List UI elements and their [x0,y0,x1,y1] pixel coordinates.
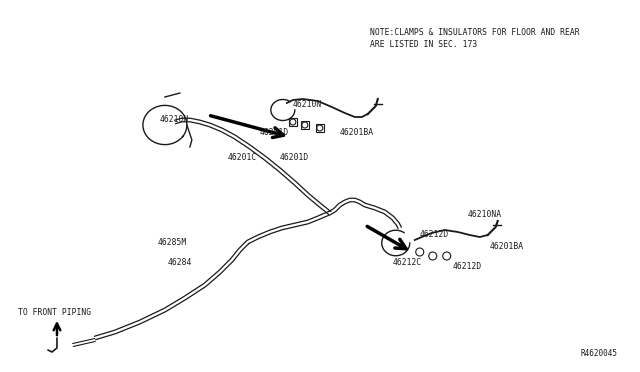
Text: 46210NA: 46210NA [468,210,502,219]
Text: 46285M: 46285M [158,238,187,247]
Text: 46201C: 46201C [228,153,257,162]
Text: ARE LISTED IN SEC. 173: ARE LISTED IN SEC. 173 [370,40,477,49]
Text: R4620045: R4620045 [580,349,618,358]
Circle shape [302,122,308,128]
Circle shape [443,252,451,260]
Circle shape [317,125,323,131]
Text: 46284: 46284 [168,258,192,267]
Circle shape [290,119,296,125]
Circle shape [416,248,424,256]
Circle shape [429,252,436,260]
Bar [316,124,324,132]
Bar [289,118,297,126]
Text: 46210N: 46210N [160,115,189,124]
Text: TO FRONT PIPING: TO FRONT PIPING [18,308,91,317]
Text: NOTE:CLAMPS & INSULATORS FOR FLOOR AND REAR: NOTE:CLAMPS & INSULATORS FOR FLOOR AND R… [370,28,579,37]
Text: 46212D: 46212D [420,230,449,239]
Text: 46201D: 46201D [280,153,309,162]
Text: 46210N: 46210N [293,100,322,109]
Text: 46212C: 46212C [393,258,422,267]
Text: 46201BA: 46201BA [490,242,524,251]
Text: 46212D: 46212D [452,262,482,271]
Text: 46201D: 46201D [260,128,289,137]
Bar [301,121,309,129]
Text: 46201BA: 46201BA [340,128,374,137]
